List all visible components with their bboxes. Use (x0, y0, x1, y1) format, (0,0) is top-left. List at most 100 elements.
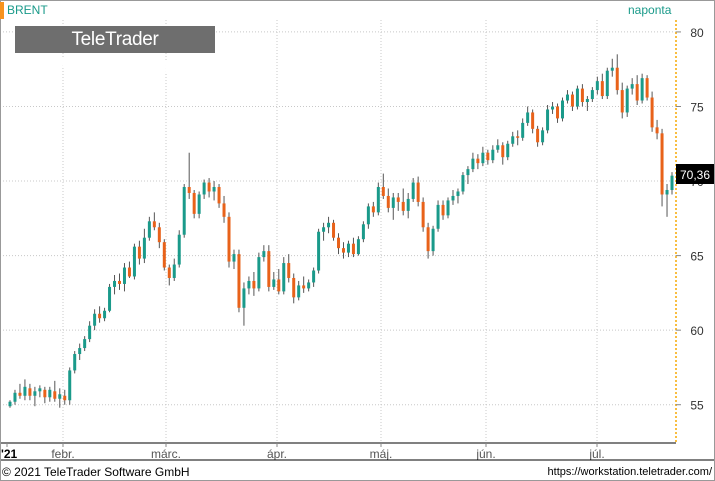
candle-body (157, 227, 161, 243)
candle-body (476, 158, 480, 164)
candle-body (292, 277, 296, 298)
candle-body (486, 152, 490, 161)
candle-body (272, 279, 276, 287)
candle-body (615, 67, 619, 91)
candle-body (103, 310, 107, 319)
candle-body (386, 195, 390, 208)
candle-body (167, 267, 171, 278)
candle-body (466, 169, 470, 176)
candle-body (118, 280, 122, 284)
candle-body (660, 133, 664, 195)
candle-body (222, 203, 226, 217)
candle-body (371, 206, 375, 213)
candle-body (142, 237, 146, 259)
candle-series (8, 54, 674, 408)
candle-body (456, 191, 460, 196)
candle-body (451, 195, 455, 201)
candle-body (322, 227, 326, 232)
interval-label[interactable]: naponta (628, 3, 672, 17)
candle-body (670, 175, 674, 190)
candle-body (297, 285, 301, 298)
last-price-box (676, 164, 714, 184)
candle-body (491, 149, 495, 161)
x-tick-label: júl. (588, 447, 604, 461)
candle-body (341, 248, 345, 253)
candle-body (471, 158, 475, 170)
candle-body (575, 88, 579, 107)
candle-body (18, 392, 22, 396)
candle-body (13, 392, 17, 402)
x-tick-label: ápr. (267, 447, 287, 461)
candle-body (282, 263, 286, 292)
candle-body (83, 339, 87, 349)
candle-body (560, 100, 564, 119)
candle-body (327, 222, 331, 228)
candle-body (68, 370, 72, 401)
candle-body (217, 187, 221, 204)
candle-body (346, 243, 350, 253)
candle-body (366, 206, 370, 225)
candle-body (620, 90, 624, 113)
y-tick-label: 55 (690, 399, 704, 413)
candle-body (212, 187, 216, 192)
candle-body (441, 204, 445, 216)
y-tick-label: 75 (690, 100, 704, 114)
candle-body (361, 224, 365, 240)
candle-body (446, 200, 450, 216)
candle-body (406, 198, 410, 211)
candle-body (237, 254, 241, 308)
watermark-product: WorkStation (60, 56, 170, 77)
candle-body (376, 187, 380, 213)
symbol-label[interactable]: BRENT (7, 3, 48, 17)
candle-body (381, 187, 385, 196)
candle-body (635, 84, 639, 101)
candle-body (93, 313, 97, 326)
y-tick-label: 65 (690, 250, 704, 264)
candle-body (665, 189, 669, 195)
candle-body (531, 112, 535, 129)
candle-body (113, 280, 117, 287)
last-price-label: 70,36 (680, 168, 710, 182)
candle-body (570, 94, 574, 107)
candle-body (108, 286, 112, 311)
candle-body (232, 254, 236, 262)
grid-lines (0, 20, 676, 442)
candle-body (411, 182, 415, 199)
candle-body (595, 81, 599, 91)
candle-body (137, 246, 141, 259)
candle-body (421, 201, 425, 228)
time-axis: '21 febr. márc. ápr. máj. jún. júl. (1, 443, 605, 461)
candle-body (147, 221, 151, 238)
candle-body (526, 112, 530, 123)
candle-body (88, 325, 92, 340)
candle-body (23, 386, 27, 396)
candle-body (172, 264, 176, 278)
candle-body (63, 395, 67, 401)
candle-body (625, 88, 629, 113)
candle-body (496, 145, 500, 150)
copyright-text: © 2021 TeleTrader Software GmbH (2, 465, 190, 479)
candle-body (610, 67, 614, 71)
footer-link[interactable]: https://workstation.teletrader.com/ (547, 466, 712, 478)
candle-body (78, 348, 82, 355)
x-tick-label: márc. (151, 447, 181, 461)
candle-body (8, 401, 12, 407)
candle-body (38, 388, 42, 392)
x-tick-label: '21 (1, 447, 18, 461)
candle-body (227, 216, 231, 262)
candle-body (152, 221, 156, 228)
candle-body (516, 136, 520, 138)
candle-body (252, 280, 256, 289)
candle-body (242, 288, 246, 308)
candle-body (630, 84, 634, 89)
candle-body (53, 391, 57, 399)
x-tick-label: febr. (51, 447, 74, 461)
candle-body (556, 106, 560, 119)
candle-body (58, 394, 62, 399)
candle-body (332, 222, 336, 238)
candle-body (98, 313, 102, 319)
candle-body (33, 391, 37, 396)
candle-body (521, 122, 525, 138)
